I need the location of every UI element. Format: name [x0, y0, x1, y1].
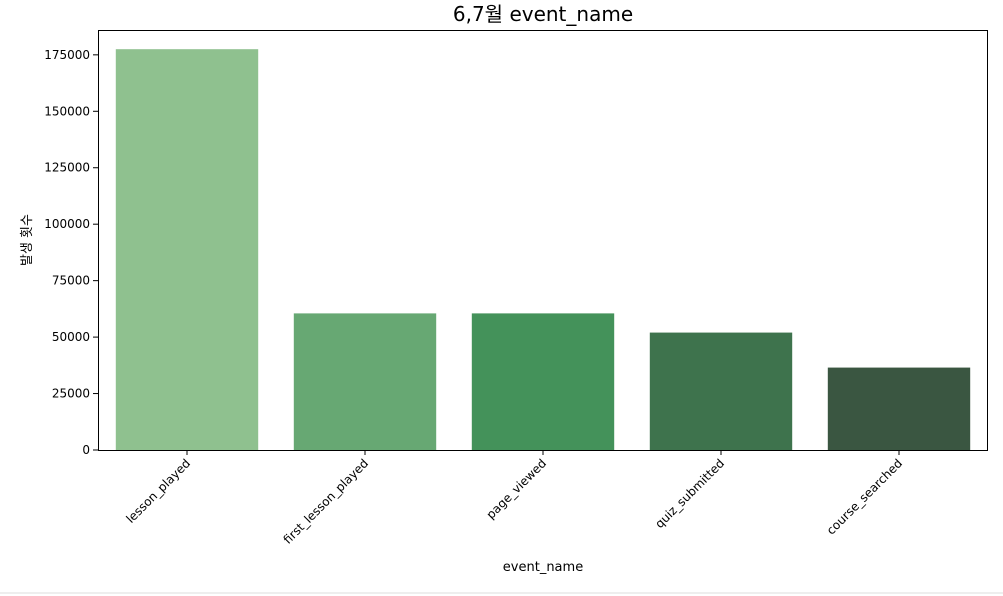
bar-course-searched	[827, 367, 971, 450]
y-axis: 0 25000 50000 75000 100000 125000 150000 175000	[44, 48, 98, 457]
x-axis: lesson_played first_lesson_played page_vie…	[123, 450, 905, 547]
x-tick-label: lesson_played	[123, 456, 193, 526]
bars-group	[115, 49, 971, 450]
bar-page-viewed	[471, 313, 615, 450]
x-tick-label: first_lesson_played	[281, 456, 372, 547]
bottom-divider	[0, 592, 1003, 594]
y-tick-label: 75000	[52, 274, 90, 288]
y-axis-label: 발생 횟수	[20, 214, 35, 266]
bar-quiz-submitted	[649, 332, 793, 450]
y-tick-label: 150000	[44, 104, 90, 118]
x-tick-label: quiz_submitted	[652, 456, 727, 531]
bar-first-lesson-played	[293, 313, 437, 450]
y-tick-label: 0	[82, 443, 90, 457]
chart-title: 6,7월 event_name	[453, 2, 633, 26]
y-tick-label: 50000	[52, 330, 90, 344]
x-tick-label: page_viewed	[484, 456, 549, 521]
y-tick-label: 175000	[44, 48, 90, 62]
x-axis-label: event_name	[503, 560, 583, 575]
bar-lesson-played	[115, 49, 259, 450]
y-tick-label: 125000	[44, 161, 90, 175]
y-tick-label: 100000	[44, 217, 90, 231]
y-tick-label: 25000	[52, 387, 90, 401]
x-tick-label: course_searched	[824, 456, 905, 537]
